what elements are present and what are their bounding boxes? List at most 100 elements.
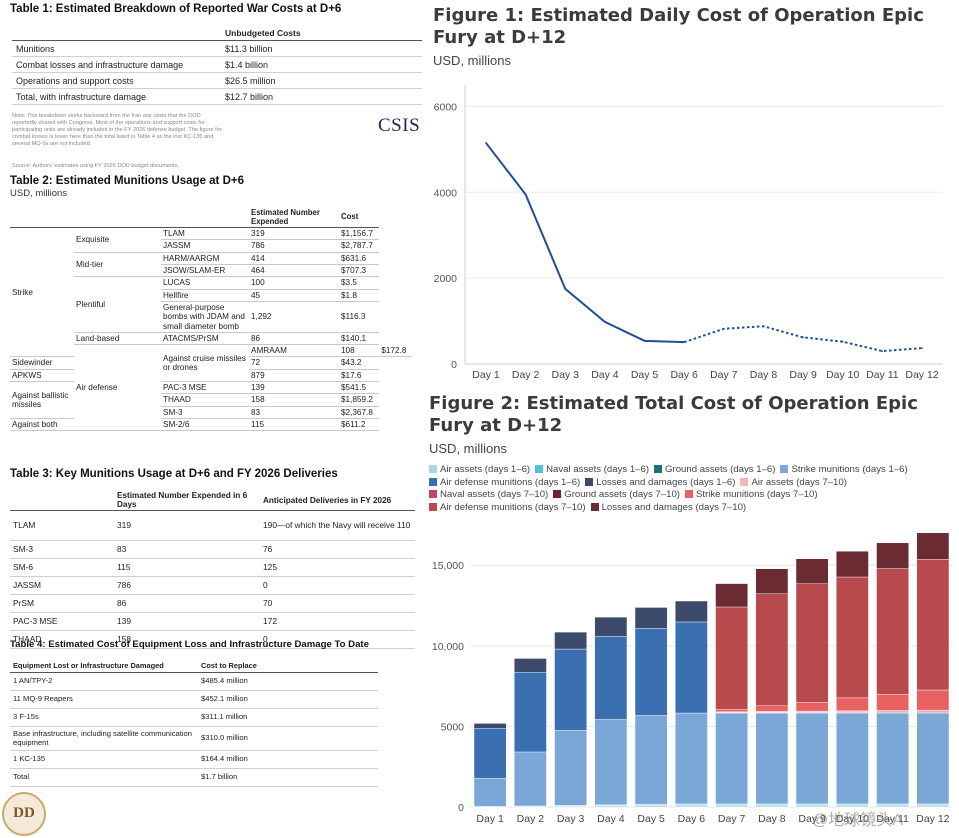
table2-cost: $43.2 (339, 356, 380, 370)
table2-cost: $631.6 (339, 252, 380, 266)
figure2-bar-segment (715, 712, 748, 805)
figure2-bar-segment (675, 621, 708, 714)
figure2-bar-segment (594, 616, 628, 637)
table1-title: Table 1: Estimated Breakdown of Reported… (10, 3, 342, 15)
table2-count: 786 (249, 239, 339, 253)
figure1-line-chart: 0 2000 4000 6000 Day 1 Day 2 Day 3 Day 4 Day 5 Da… (434, 85, 943, 381)
table1-label: Munitions (12, 40, 221, 57)
table2-count: 45 (249, 289, 339, 302)
table2-item: APKWS (10, 369, 74, 383)
table4-item: Total (10, 768, 198, 787)
figure2-bar-segment (634, 628, 668, 716)
table1-value: $12.7 billion (221, 88, 422, 105)
table-row: TLAM 319 190—of which the Navy will rece… (10, 510, 415, 541)
figure1-x-tick-label: Day 3 (552, 369, 580, 381)
figure2-x-tick-label: Day 11 (876, 813, 909, 825)
table3-munition: PAC-3 MSE (10, 612, 114, 631)
legend-swatch (429, 490, 437, 498)
table2-item: AMRAAM (249, 344, 339, 358)
table3-munition: TLAM (10, 510, 114, 541)
table2-cost: $1,859.2 (339, 393, 380, 407)
figure1-subtitle: USD, millions (433, 53, 512, 68)
figure2-bar-segment (916, 532, 950, 560)
table-row: 11 MQ-9 Reapers $452.1 million (10, 690, 378, 709)
table4-col-cost: Cost to Replace (198, 658, 378, 673)
table2-header-row: Estimated Number Expended Cost (10, 208, 412, 229)
legend-entry: Ground assets (days 1–6) (654, 464, 775, 477)
figure1-data-point (564, 288, 567, 290)
table2-count: 139 (249, 381, 339, 395)
table4-cost: $452.1 million (198, 690, 378, 709)
figure2-x-tick-label: Day 12 (916, 813, 949, 825)
legend-swatch (585, 477, 594, 486)
table2-item: JASSM (161, 239, 249, 253)
table4-item: 11 MQ-9 Reapers (10, 690, 198, 709)
figure2-y-tick-label: 15,000 (432, 560, 464, 572)
figure1-x-tick-label: Day 5 (631, 369, 659, 381)
figure1-x-tick-label: Day 12 (905, 369, 938, 381)
table2-count: 86 (249, 332, 339, 346)
table4-item: 1 AN/TPY-2 (10, 672, 198, 691)
figure1-data-point (802, 336, 804, 339)
figure2-bar-segment (715, 583, 748, 608)
table-row: 1 KC-135 $164.4 million (10, 750, 378, 769)
figure2-bar-segment (916, 712, 950, 805)
table2-cost: $1.8 (339, 289, 380, 302)
legend-entry: Ground assets (days 7–10) (553, 489, 680, 502)
table-row: Air defense Against cruise missiles or d… (10, 344, 412, 432)
table3-expended: 139 (114, 612, 260, 631)
table2-cost: $611.2 (339, 418, 380, 432)
legend-label: Ground assets (days 1–6) (665, 464, 776, 475)
table4-col-item: Equipment Lost or Infrastructure Damaged (10, 658, 198, 673)
table2-cost: $3.5 (339, 276, 380, 290)
table4-item: 1 KC-135 (10, 750, 198, 769)
table2-category: Against cruise missiles or drones (161, 344, 249, 383)
table4-cost: $310.0 million (198, 726, 378, 751)
legend-entry: Naval assets (days 7–10) (429, 489, 548, 502)
figure2-bar-segment (755, 705, 789, 712)
figure2-bar-segment (675, 600, 708, 623)
figure2-x-tick-label: Day 4 (597, 813, 625, 825)
figure1-x-tick-label: Day 7 (710, 369, 738, 381)
table2-cost: $140.1 (339, 332, 380, 346)
table-row: THAAD 158 $1,859.2 (10, 393, 412, 407)
table2-item: LUCAS (161, 276, 249, 290)
figure2-subtitle: USD, millions (429, 441, 508, 456)
table1-header-row: Unbudgeted Costs (12, 26, 422, 41)
figure2-bar-segment (916, 711, 950, 714)
legend-swatch (654, 465, 663, 473)
table3: Estimated Number Expended in 6 Days Anti… (10, 490, 415, 649)
figure2-y-tick-label: 0 (458, 802, 464, 814)
table-row: JASSM 786 0 (10, 576, 415, 595)
legend-label: Air assets (days 1–6) (440, 464, 531, 475)
table3-blank-header (10, 490, 114, 511)
table2-count: 158 (249, 393, 339, 407)
table2-subtitle: USD, millions (10, 188, 68, 199)
table-row: Total, with infrastructure damage $12.7 … (12, 88, 422, 105)
table1-note: Note: This breakdown works backward from… (12, 113, 222, 147)
table2-category: Against ballistic missiles (10, 381, 74, 419)
figure2-bar-segment (514, 751, 547, 807)
table2-item: PAC-3 MSE (161, 381, 249, 395)
figure2-bar-segment (876, 542, 909, 569)
table-row: JSOW/SLAM-ER 464 $707.3 (10, 264, 412, 278)
legend-label: Strike munitions (days 7–10) (695, 489, 818, 500)
figure2-x-tick-label: Day 8 (758, 813, 786, 825)
table3-title: Table 3: Key Munitions Usage at D+6 and … (10, 468, 338, 480)
table2-cost: $17.6 (339, 369, 380, 383)
table2-item: SM-3 (161, 406, 249, 419)
figure2-bar-segment (836, 697, 869, 711)
figure2-bar-segment (795, 712, 829, 805)
table3-expended: 83 (114, 540, 260, 559)
figure1-data-point (921, 347, 923, 349)
figure2-x-tick-label: Day 9 (798, 813, 826, 825)
figure2-bar-segment (634, 805, 668, 808)
table3-expended: 158 (114, 630, 260, 649)
figure2-bar-segment (594, 636, 628, 720)
figure2-bar-segment (514, 658, 547, 673)
figure2-bar-segment (755, 712, 789, 805)
table-row: 3 F-15s $311.1 million (10, 708, 378, 727)
table1-value: $26.5 million (221, 72, 422, 89)
table3-col-expended: Estimated Number Expended in 6 Days (114, 490, 260, 511)
table2-category: Land-based (74, 332, 161, 346)
